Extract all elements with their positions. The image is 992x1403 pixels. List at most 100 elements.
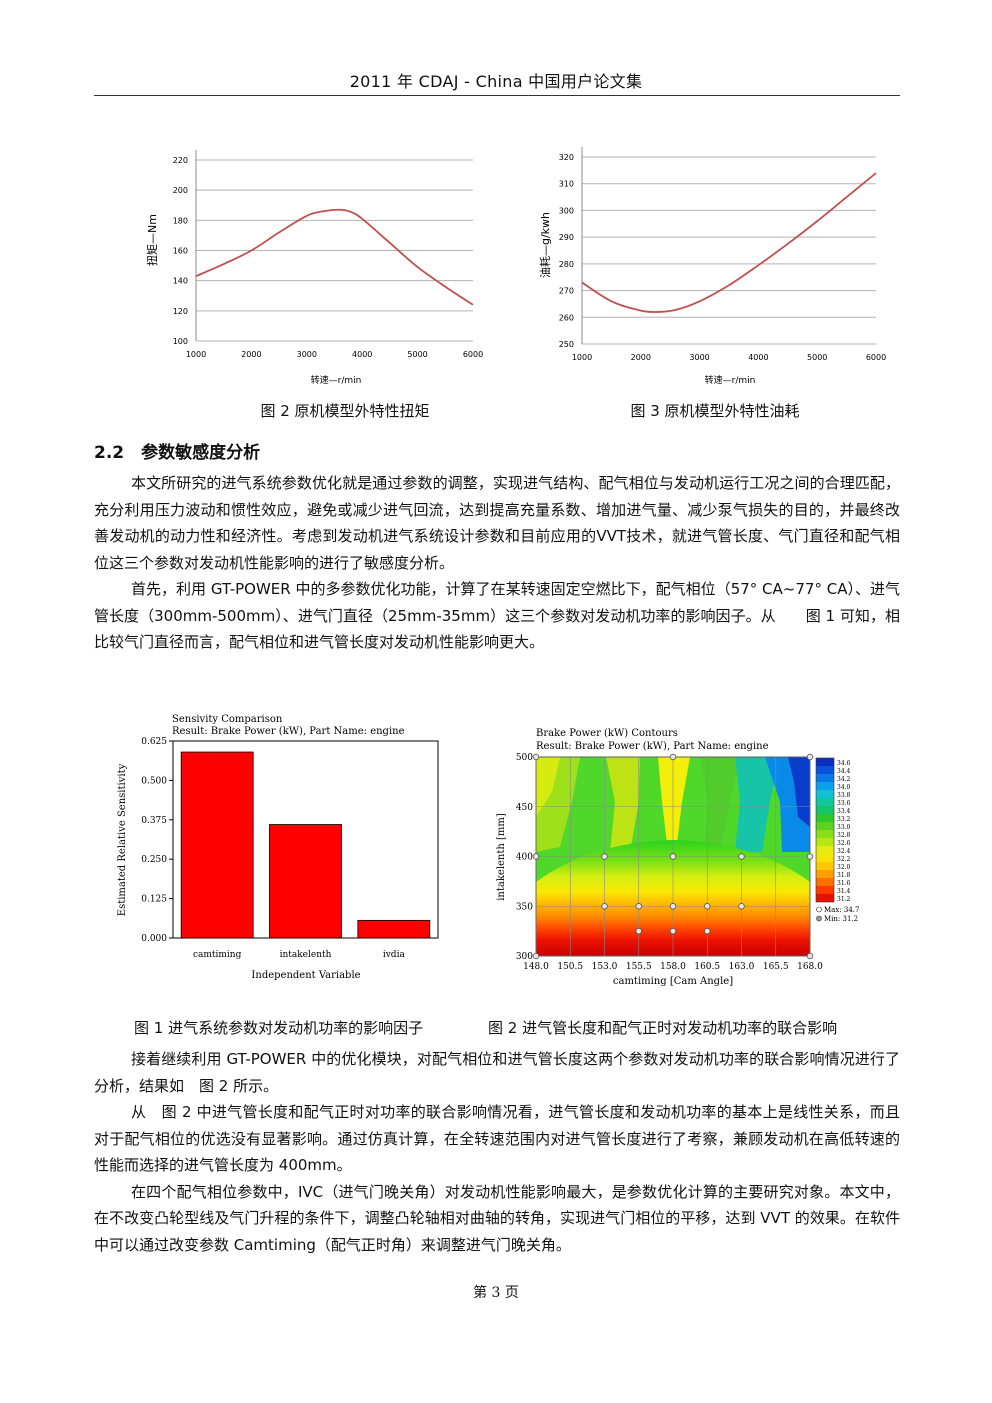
legend-swatch — [816, 814, 834, 822]
legend-value: 32.0 — [837, 864, 851, 871]
sample-point — [601, 853, 608, 860]
y-tick-label: 400 — [516, 853, 533, 863]
sample-point — [635, 903, 642, 910]
contour-x-axis-label: camtiming [Cam Angle] — [613, 976, 733, 987]
legend-value: 33.6 — [837, 800, 851, 807]
x-tick-label: 4000 — [748, 353, 768, 362]
y-tick-label: 300 — [559, 206, 574, 215]
bar-x-ticks: camtiming intakelenth ivdia — [193, 950, 405, 960]
legend-value: 33.4 — [837, 808, 851, 815]
fuel-series-line — [581, 172, 877, 313]
fig2-caption: 图 2 原机模型外特性扭矩 — [260, 402, 430, 420]
contour-y-axis-label: intakelenth [mm] — [496, 813, 507, 901]
contour-x-ticks: 148.0 150.5 153.0 155.5 158.0 160.5 163.0 165.5… — [523, 962, 823, 972]
x-tick-label: ivdia — [383, 950, 406, 960]
x-tick-label: 5000 — [407, 350, 427, 359]
y-tick-label: 160 — [173, 247, 188, 256]
torque-y-ticks: 100 120 140 160 180 200 220 — [173, 156, 188, 346]
x-tick-label: 3000 — [297, 350, 317, 359]
y-tick-label: 0.500 — [141, 776, 167, 786]
legend-swatch — [816, 854, 834, 862]
sample-point — [704, 903, 711, 910]
paragraph-5: 在四个配气相位参数中，IVC（进气门晚关角）对发动机性能影响最大，是参数优化计算… — [94, 1182, 900, 1254]
sample-point — [806, 853, 814, 860]
x-tick-label: 3000 — [689, 353, 709, 362]
bar-intakelenth — [269, 824, 342, 939]
legend-value: 31.4 — [837, 888, 851, 895]
y-tick-label: 270 — [559, 287, 574, 296]
paragraph-3: 接着继续利用 GT-POWER 中的优化模块，对配气相位和进气管长度这两个参数对… — [94, 1050, 900, 1095]
y-tick-label: 350 — [516, 902, 533, 912]
legend-value: 31.6 — [837, 880, 851, 887]
legend-value: 32.8 — [837, 832, 851, 839]
legend-value: 32.2 — [837, 856, 851, 863]
x-tick-label: 5000 — [807, 353, 827, 362]
torque-series-line — [195, 208, 474, 306]
legend-value: 31.8 — [837, 872, 851, 879]
bar-y-ticks: 0.000 0.125 0.250 0.375 0.500 0.625 — [141, 737, 173, 944]
paragraph-2: 首先，利用 GT-POWER 中的多参数优化功能，计算了在某转速固定空燃比下，配… — [94, 580, 900, 651]
fig2b-caption: 图 2 进气管长度和配气正时对发动机功率的联合影响 — [488, 1019, 838, 1037]
x-tick-label: 1000 — [572, 353, 592, 362]
fig3-caption: 图 3 原机模型外特性油耗 — [630, 402, 800, 420]
legend-max-marker — [816, 906, 822, 913]
legend-swatch — [816, 878, 834, 886]
contour-legend: 34.634.434.234.033.833.633.433.233.032.8… — [815, 757, 859, 923]
legend-value: 34.4 — [837, 768, 851, 775]
x-tick-label: camtiming — [193, 950, 242, 960]
header-rule — [94, 95, 900, 96]
fuel-x-axis-label: 转速—r/min — [705, 374, 756, 386]
y-tick-label: 200 — [173, 186, 188, 195]
x-tick-label: 158.0 — [660, 962, 686, 972]
y-tick-label: 0.625 — [141, 737, 167, 747]
legend-frame — [815, 757, 835, 903]
legend-value: 33.8 — [837, 792, 851, 799]
legend-value: 34.0 — [837, 784, 851, 791]
y-tick-label: 500 — [516, 753, 533, 763]
x-tick-label: 6000 — [866, 353, 886, 362]
legend-swatch — [816, 806, 834, 814]
body-block-1: 本文所研究的进气系统参数优化就是通过参数的调整，实现进气结构、配气相位与发动机运… — [94, 470, 900, 656]
y-tick-label: 120 — [173, 307, 188, 316]
x-tick-label: 6000 — [463, 350, 483, 359]
sensitivity-bar-chart: Sensivity Comparison Result: Brake Power… — [117, 714, 439, 981]
fig1b-caption: 图 1 进气系统参数对发动机功率的影响因子 — [134, 1019, 424, 1037]
x-tick-label: 160.5 — [694, 962, 720, 972]
x-tick-label: 1000 — [186, 350, 206, 359]
sample-point — [806, 753, 814, 761]
y-tick-label: 100 — [173, 337, 188, 346]
y-tick-label: 180 — [173, 216, 188, 225]
y-tick-label: 0.000 — [141, 934, 167, 944]
x-tick-label: 163.0 — [729, 962, 755, 972]
fuel-y-axis-label: 油耗—g/kwh — [538, 212, 552, 278]
sample-point — [601, 903, 608, 910]
legend-value: 32.4 — [837, 848, 851, 855]
torque-x-axis-label: 转速—r/min — [311, 374, 362, 386]
sample-point — [669, 903, 677, 910]
fuel-y-ticks: 250 260 270 280 290 300 310 320 — [559, 153, 574, 349]
sample-point — [532, 952, 540, 960]
sample-point — [532, 853, 540, 860]
running-header: 2011 年 CDAJ - China 中国用户论文集 — [349, 72, 643, 91]
legend-swatch — [816, 774, 834, 782]
contour-subtitle: Result: Brake Power (kW), Part Name: eng… — [536, 741, 769, 752]
x-tick-label: intakelenth — [280, 950, 332, 960]
legend-swatch — [816, 766, 834, 774]
sample-point — [738, 903, 745, 910]
x-tick-label: 4000 — [352, 350, 372, 359]
legend-swatch — [816, 870, 834, 878]
legend-value: 33.2 — [837, 816, 851, 823]
torque-x-ticks: 1000 2000 3000 4000 5000 6000 — [186, 350, 483, 359]
y-tick-label: 0.375 — [141, 816, 167, 826]
legend-swatch — [816, 758, 834, 766]
bar-x-axis-label: Independent Variable — [251, 970, 360, 981]
y-tick-label: 0.125 — [141, 895, 167, 905]
legend-swatch — [816, 838, 834, 846]
section-heading: 2.2 参数敏感度分析 — [94, 443, 261, 463]
y-tick-label: 320 — [559, 153, 574, 162]
fuel-chart: 250 260 270 280 290 300 310 320 1000 2000 3000 400… — [538, 147, 886, 386]
sample-point — [704, 927, 711, 935]
x-tick-label: 168.0 — [797, 962, 823, 972]
legend-swatch — [816, 846, 834, 854]
x-tick-label: 148.0 — [523, 962, 549, 972]
